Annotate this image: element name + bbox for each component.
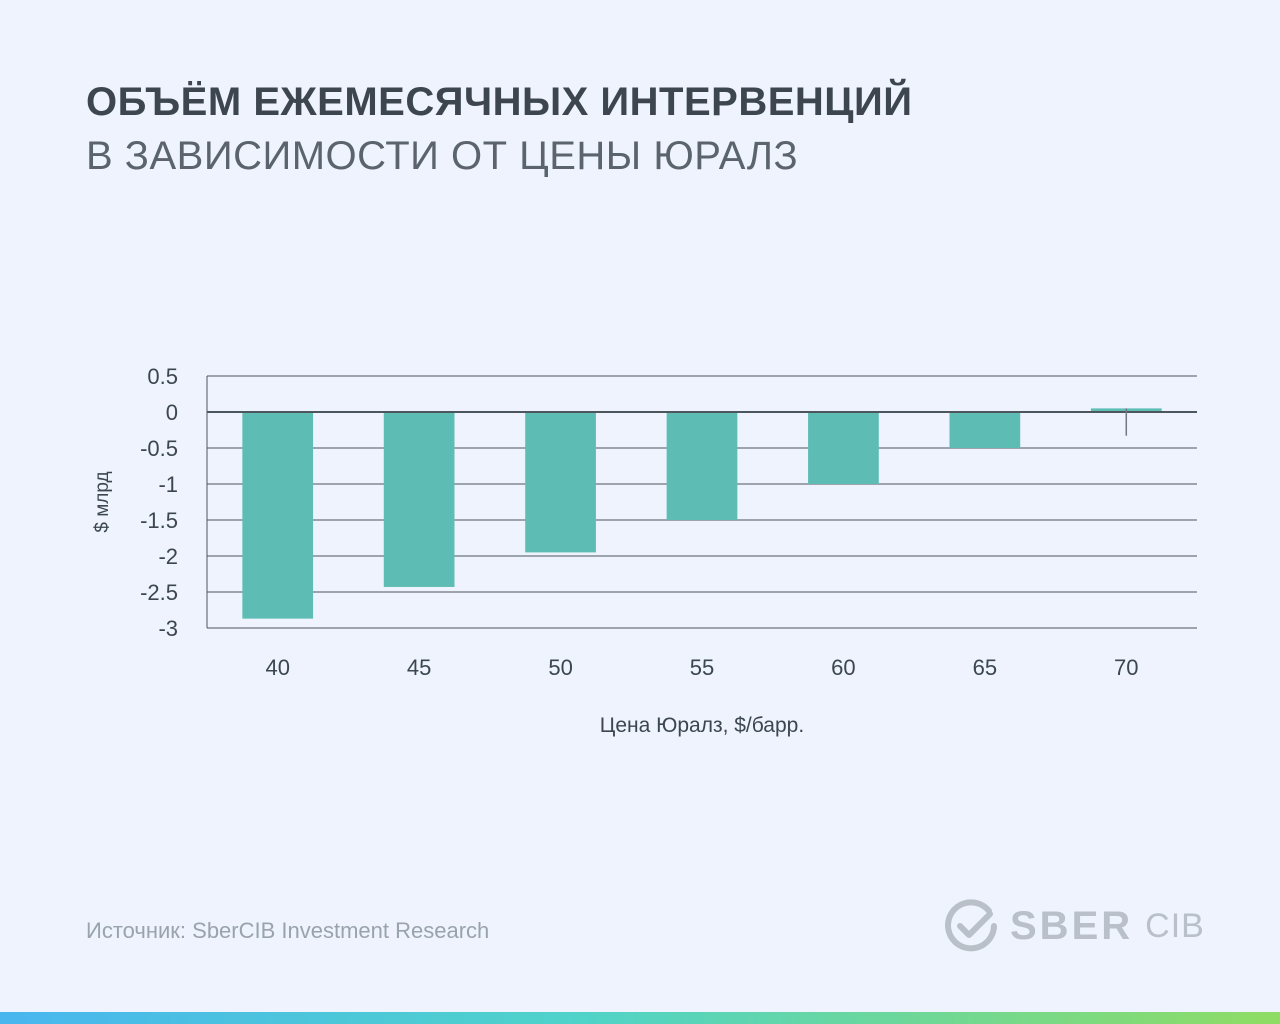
- logo-brand: SBER: [1010, 903, 1134, 948]
- x-tick-label: 50: [548, 655, 572, 680]
- x-axis-label: Цена Юралз, $/барр.: [600, 714, 804, 737]
- x-tick-label: 40: [265, 655, 289, 680]
- source-note: Источник: SberCIB Investment Research: [86, 918, 490, 943]
- x-tick-label: 60: [831, 655, 855, 680]
- y-tick-labels: 0.5 0 -0.5 -1 -1.5 -2 -2.5 -3: [140, 364, 178, 641]
- y-tick-label: -3: [158, 616, 178, 641]
- y-tick-label: -2.5: [140, 580, 178, 605]
- x-tick-labels: 40 45 50 55 60 65 70: [265, 655, 1138, 680]
- y-tick-label: -0.5: [140, 436, 178, 461]
- y-tick-label: -2: [158, 544, 178, 569]
- y-axis-label: $ млрд: [92, 471, 113, 532]
- bar-60: [808, 412, 879, 484]
- y-tick-label: 0.5: [147, 364, 178, 389]
- bar-chart: 0.5 0 -0.5 -1 -1.5 -2 -2.5 -3 40 45 50 55 60 65 70 $ …: [92, 364, 1197, 737]
- x-tick-label: 65: [973, 655, 997, 680]
- y-tick-label: -1.5: [140, 508, 178, 533]
- bottom-gradient-bar: [0, 1012, 1280, 1024]
- bar-65: [949, 412, 1021, 448]
- bar-50: [525, 412, 596, 553]
- x-tick-label: 70: [1114, 655, 1138, 680]
- y-tick-label: -1: [158, 472, 178, 497]
- bar-45: [383, 412, 455, 587]
- x-tick-label: 45: [407, 655, 431, 680]
- bar-40: [242, 412, 314, 619]
- y-tick-label: 0: [166, 400, 178, 425]
- chart-title: ОБЪЁМ ЕЖЕМЕСЯЧНЫХ ИНТЕРВЕНЦИЙ: [86, 80, 913, 124]
- sber-cib-logo: SBER CIB: [944, 898, 1205, 954]
- bar-55: [666, 412, 738, 520]
- checkmark-circle-icon: [945, 899, 997, 952]
- x-tick-label: 55: [690, 655, 714, 680]
- logo-sub: CIB: [1145, 906, 1205, 945]
- chart-subtitle: В ЗАВИСИМОСТИ ОТ ЦЕНЫ ЮРАЛЗ: [86, 134, 799, 178]
- bars: [242, 408, 1162, 619]
